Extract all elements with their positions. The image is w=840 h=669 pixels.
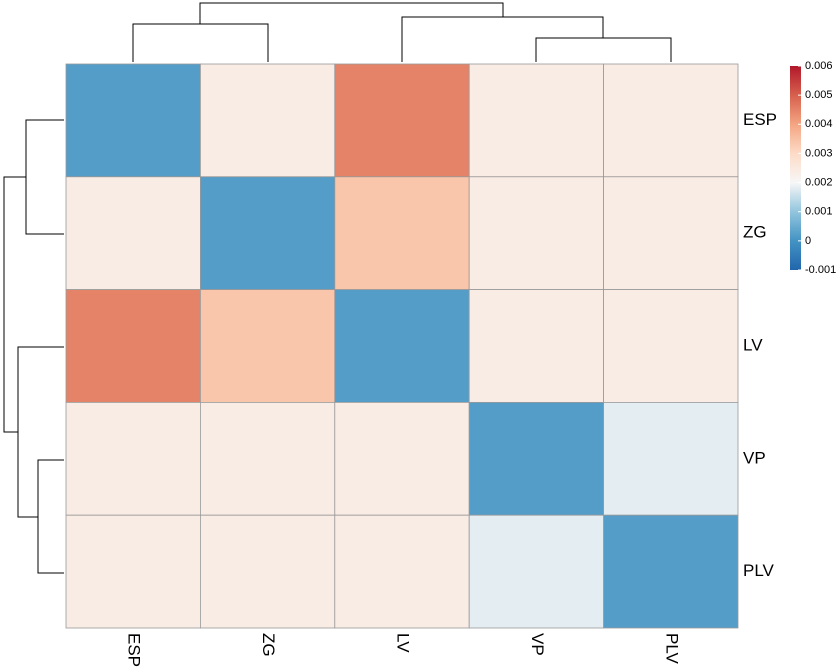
column-label: ZG — [259, 633, 278, 657]
cell — [65, 176, 201, 291]
cell — [603, 63, 739, 178]
row-dendrogram — [3, 119, 64, 574]
color-bar — [790, 66, 801, 270]
cell — [65, 401, 201, 516]
cell — [603, 514, 739, 629]
column-label: PLV — [662, 633, 681, 665]
row-label: VP — [743, 448, 766, 467]
color-bar-label: 0.006 — [805, 60, 833, 72]
cell — [334, 176, 470, 291]
cell — [65, 514, 201, 629]
color-bar-label: 0.003 — [805, 147, 833, 159]
cell — [468, 514, 605, 629]
color-bar-label: -0.001 — [805, 264, 836, 276]
cell — [65, 63, 201, 178]
cell — [603, 401, 739, 516]
color-bar-label: 0.001 — [805, 206, 833, 218]
color-bar-label: 0.004 — [805, 118, 833, 130]
cell — [199, 289, 336, 403]
cell — [199, 176, 336, 291]
cell — [468, 176, 605, 291]
color-bar-label: 0.002 — [805, 176, 833, 188]
row-label: PLV — [743, 561, 775, 580]
row-label: ZG — [743, 223, 767, 242]
color-bar-label: 0.005 — [805, 89, 833, 101]
column-label: LV — [394, 633, 413, 653]
column-label: ESP — [125, 633, 144, 667]
cell — [199, 514, 336, 629]
cell — [334, 514, 470, 629]
cell — [468, 63, 605, 178]
cell — [334, 401, 470, 516]
cell — [468, 289, 605, 403]
cell — [334, 63, 470, 178]
row-label: LV — [743, 335, 763, 354]
cell — [65, 289, 201, 403]
cell — [468, 401, 605, 516]
cell — [334, 289, 470, 403]
cell — [199, 63, 336, 178]
column-label: VP — [528, 633, 547, 656]
color-bar-label: 0 — [805, 235, 811, 247]
cell — [199, 401, 336, 516]
cell — [603, 176, 739, 291]
row-label: ESP — [743, 110, 777, 129]
cell — [603, 289, 739, 403]
column-dendrogram — [132, 2, 672, 62]
